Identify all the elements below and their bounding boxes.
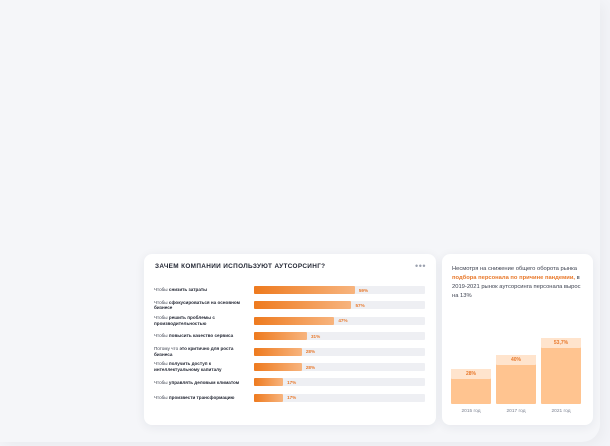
bar-value-label: 57%: [355, 302, 365, 308]
bar-track: 17%: [254, 393, 425, 402]
bar: [254, 286, 355, 294]
bar-track: 57%: [254, 301, 425, 310]
bar-track: 17%: [254, 378, 425, 387]
bar-label: Чтобы произвести трансформацию: [154, 395, 235, 400]
bar-row: Чтобы снизить затраты 59%: [154, 283, 426, 297]
bar-label: Чтобы сфокусироваться на основном бизнес…: [154, 299, 241, 311]
column-value-label: 28%: [465, 371, 476, 378]
bar-label: Чтобы получить доступ к интеллектуальном…: [154, 361, 222, 372]
column-category-label: 2021 год: [551, 409, 571, 414]
market-growth-card: Несмотря на снижение общего оборота рынк…: [442, 254, 593, 425]
column-value-label: 40%: [510, 356, 521, 363]
bar: [254, 316, 335, 325]
bar: [254, 378, 284, 387]
market-growth-text: Несмотря на снижение общего оборота рынк…: [452, 265, 584, 301]
bar-row: Чтобы сфокусироваться на основном бизнес…: [154, 298, 426, 312]
bar-value-label: 47%: [338, 318, 348, 324]
bar-track: 59%: [254, 286, 425, 294]
outsourcing-reasons-card: ЗАЧЕМ КОМПАНИИ ИСПОЛЬЗУЮТ АУТСОРСИНГ? ••…: [144, 254, 436, 425]
text-before: Несмотря на снижение общего оборота рынк…: [452, 266, 577, 272]
column-cap: [541, 337, 581, 348]
bar: [254, 301, 352, 310]
bar-row: Чтобы решить проблемы с производительнос…: [154, 314, 426, 328]
card-title: ЗАЧЕМ КОМПАНИИ ИСПОЛЬЗУЮТ АУТСОРСИНГ?: [155, 263, 326, 270]
column-category-label: 2017 год: [506, 409, 526, 414]
bar-track: 28%: [254, 347, 425, 356]
column-bar: [541, 337, 581, 404]
bar: [254, 332, 307, 341]
text-highlight: подбора персонала по причине пандемии,: [452, 275, 576, 281]
bar-row: Чтобы произвести трансформацию 17%: [154, 391, 426, 405]
column-value-label: 53,7%: [553, 339, 569, 346]
bar-value-label: 17%: [287, 395, 297, 401]
bar: [254, 347, 302, 356]
bar-row: Чтобы повысить качество сервиса 31%: [154, 329, 426, 343]
bar-track: 28%: [254, 363, 425, 371]
bar-label: Чтобы управлять деловым климатом: [154, 379, 240, 385]
bar-track: 47%: [254, 316, 425, 325]
bar-row: Потому что это критично для роста бизнес…: [154, 345, 426, 359]
bar: [254, 393, 284, 402]
bar-value-label: 28%: [305, 364, 316, 370]
bar-label: Потому что это критично для роста бизнес…: [154, 346, 234, 357]
bar-value-label: 28%: [305, 349, 316, 355]
column-category-label: 2015 год: [461, 409, 481, 414]
bar-row: Чтобы получить доступ к интеллектуальном…: [154, 360, 426, 374]
column-cap: [451, 369, 491, 380]
bar: [254, 363, 302, 371]
bar-value-label: 31%: [311, 333, 321, 339]
text-after: в 2019-2021 рынок аутсорсинга персонала …: [452, 275, 581, 299]
bar-label: Чтобы снизить затраты: [154, 287, 208, 293]
bar-label: Чтобы повысить качество сервиса: [154, 333, 234, 339]
bar-label: Чтобы решить проблемы с производительнос…: [154, 315, 215, 326]
bar-track: 31%: [254, 332, 425, 341]
column-cap: [496, 354, 536, 365]
bar-value-label: 59%: [358, 287, 369, 293]
bar-value-label: 17%: [287, 379, 297, 385]
more-dots-icon[interactable]: •••: [415, 261, 426, 271]
bar-row: Чтобы управлять деловым климатом 17%: [154, 375, 426, 389]
